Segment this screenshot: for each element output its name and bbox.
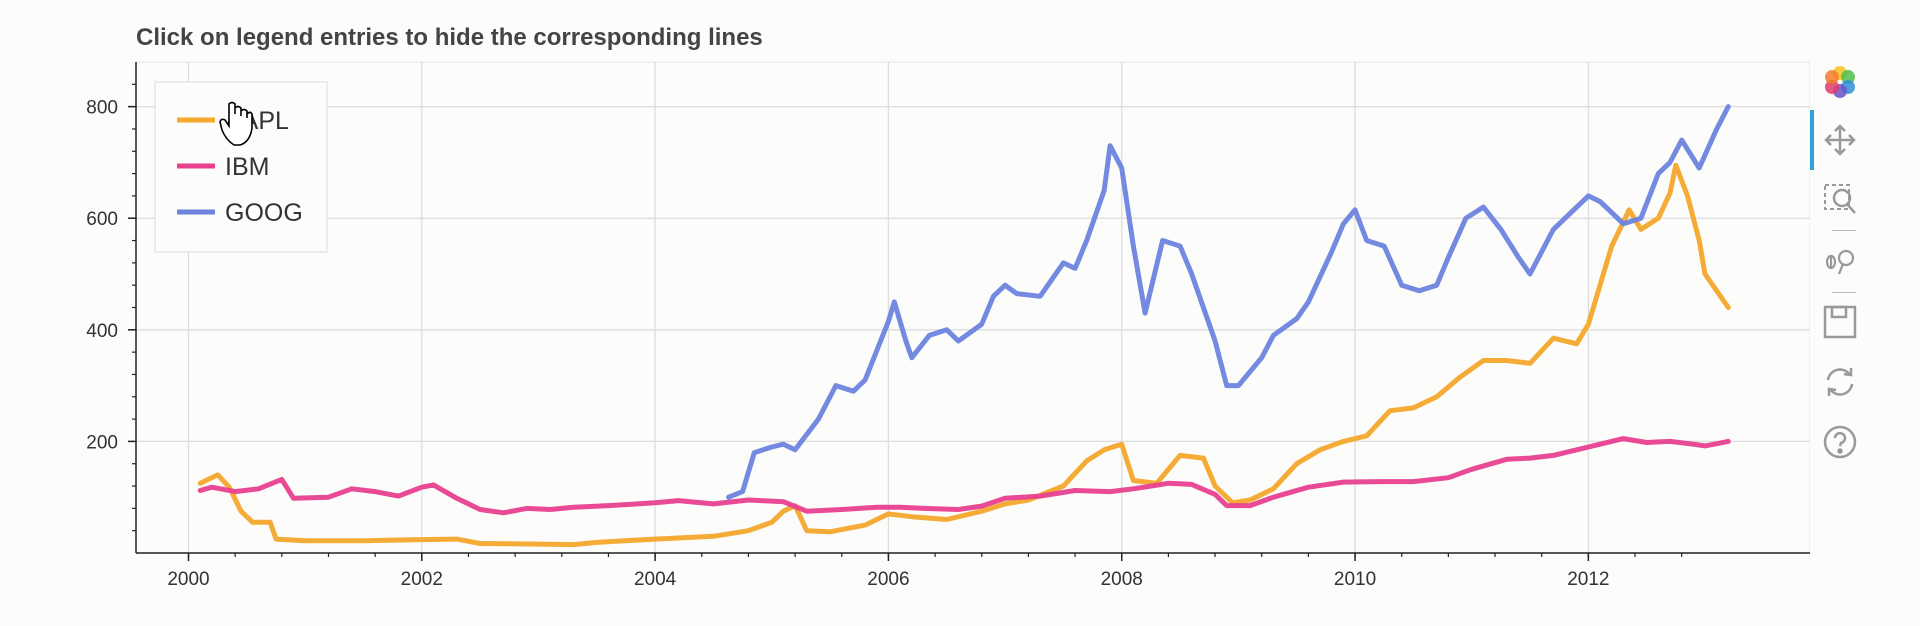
- y-tick-label: 400: [86, 321, 118, 342]
- chart-canvas: Click on legend entries to hide the corr…: [86, 24, 1810, 590]
- box-zoom-icon[interactable]: [1812, 176, 1868, 224]
- toolbar-separator: [1832, 230, 1856, 231]
- x-tick-label: 2000: [167, 569, 209, 590]
- x-tick-label: 2002: [401, 569, 443, 590]
- series-layer: [197, 104, 1731, 548]
- save-icon[interactable]: [1812, 298, 1868, 346]
- chart-title: Click on legend entries to hide the corr…: [136, 24, 763, 51]
- active-tool-indicator: [1810, 110, 1814, 170]
- toolbar-separator: [1832, 292, 1856, 293]
- legend-label-goog[interactable]: GOOG: [225, 199, 303, 227]
- axes: 2000 2002 2004 2006 2008 2010 2012 200 400 600 800: [86, 62, 1810, 590]
- hand-cursor-icon: [219, 101, 253, 146]
- y-tick-label: 200: [86, 432, 118, 453]
- y-tick-label: 800: [86, 98, 118, 119]
- x-tick-label: 2004: [634, 569, 677, 590]
- x-tick-label: 2008: [1101, 569, 1143, 590]
- plot-frame: [135, 61, 1810, 554]
- y-tick-label: 600: [86, 209, 118, 230]
- help-icon[interactable]: [1812, 418, 1868, 466]
- toolbar: [1810, 58, 1872, 478]
- legend-item-ibm[interactable]: IBM: [177, 153, 269, 181]
- x-tick-label: 2012: [1567, 569, 1609, 590]
- x-tick-label: 2006: [867, 569, 909, 590]
- legend-label-ibm[interactable]: IBM: [225, 153, 269, 181]
- series-line-ibm: [197, 436, 1731, 516]
- series-line-aapl: [197, 162, 1731, 548]
- legend-item-goog[interactable]: GOOG: [177, 199, 303, 227]
- x-tick-label: 2010: [1334, 569, 1376, 590]
- wheel-zoom-icon[interactable]: [1812, 238, 1868, 286]
- grid: [135, 61, 1810, 554]
- series-line-goog: [726, 104, 1731, 500]
- pan-icon[interactable]: [1812, 116, 1868, 164]
- reset-icon[interactable]: [1812, 358, 1868, 406]
- bokeh-logo-icon[interactable]: [1812, 58, 1868, 106]
